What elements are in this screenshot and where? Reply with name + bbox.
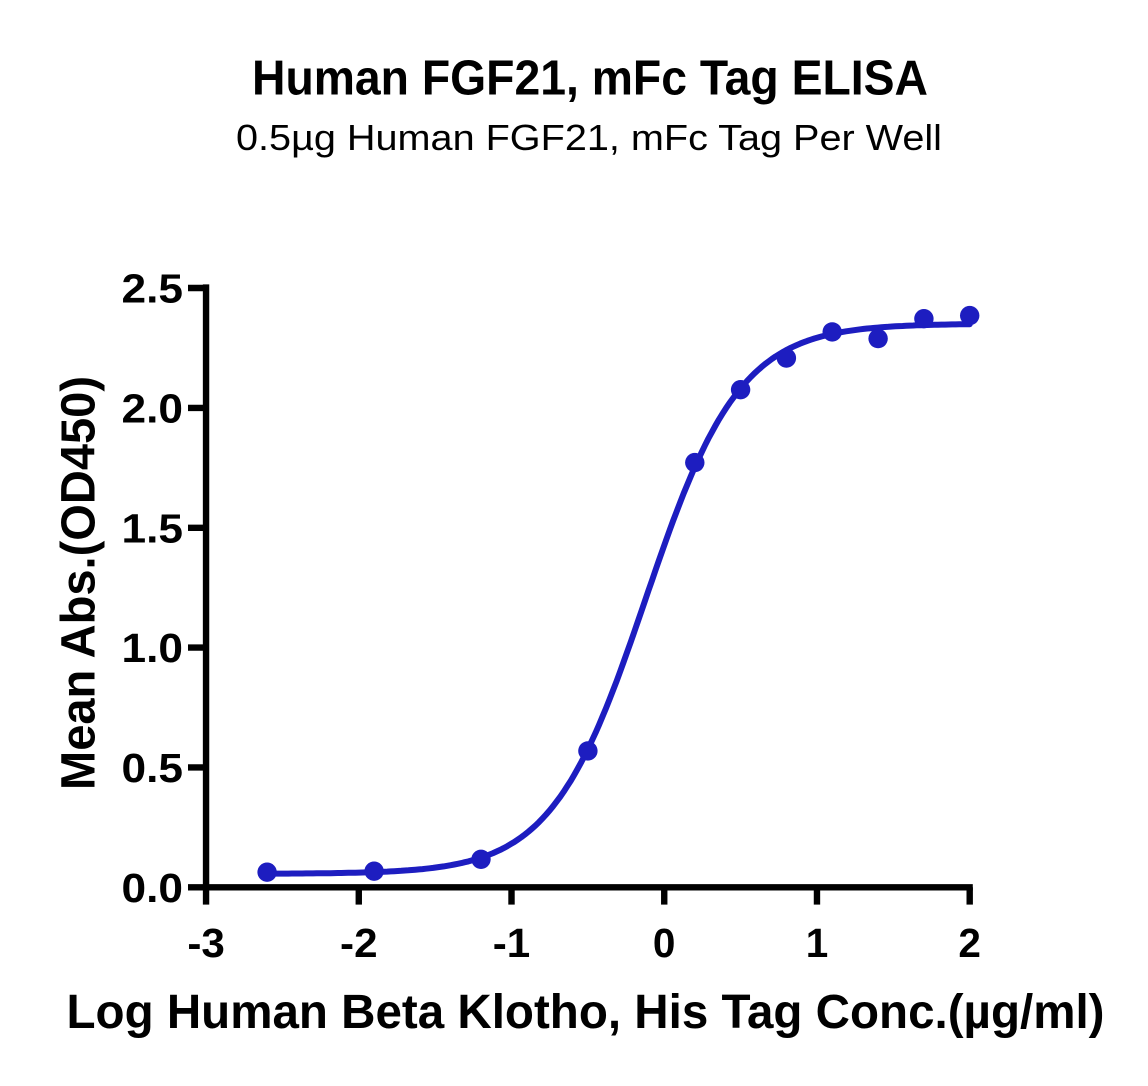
svg-text:Log Human Beta Klotho, His Tag: Log Human Beta Klotho, His Tag Conc.(µg/… (67, 986, 1105, 1039)
svg-text:0.5: 0.5 (122, 745, 184, 791)
svg-text:-1: -1 (493, 920, 531, 966)
svg-text:2: 2 (958, 920, 981, 966)
svg-text:0: 0 (653, 920, 676, 966)
svg-text:2.5: 2.5 (122, 266, 184, 312)
svg-text:1.0: 1.0 (122, 625, 184, 671)
svg-text:0.0: 0.0 (122, 865, 184, 911)
svg-text:1: 1 (806, 920, 829, 966)
svg-text:0.5µg Human FGF21, mFc Tag Per: 0.5µg Human FGF21, mFc Tag Per Well (236, 117, 942, 158)
svg-text:1.5: 1.5 (122, 505, 184, 551)
svg-text:2.0: 2.0 (122, 386, 184, 432)
svg-text:-2: -2 (340, 920, 378, 966)
svg-text:Mean Abs.(OD450): Mean Abs.(OD450) (52, 376, 105, 790)
svg-text:Human FGF21, mFc Tag ELISA: Human FGF21, mFc Tag ELISA (252, 51, 928, 106)
svg-text:-3: -3 (187, 920, 225, 966)
